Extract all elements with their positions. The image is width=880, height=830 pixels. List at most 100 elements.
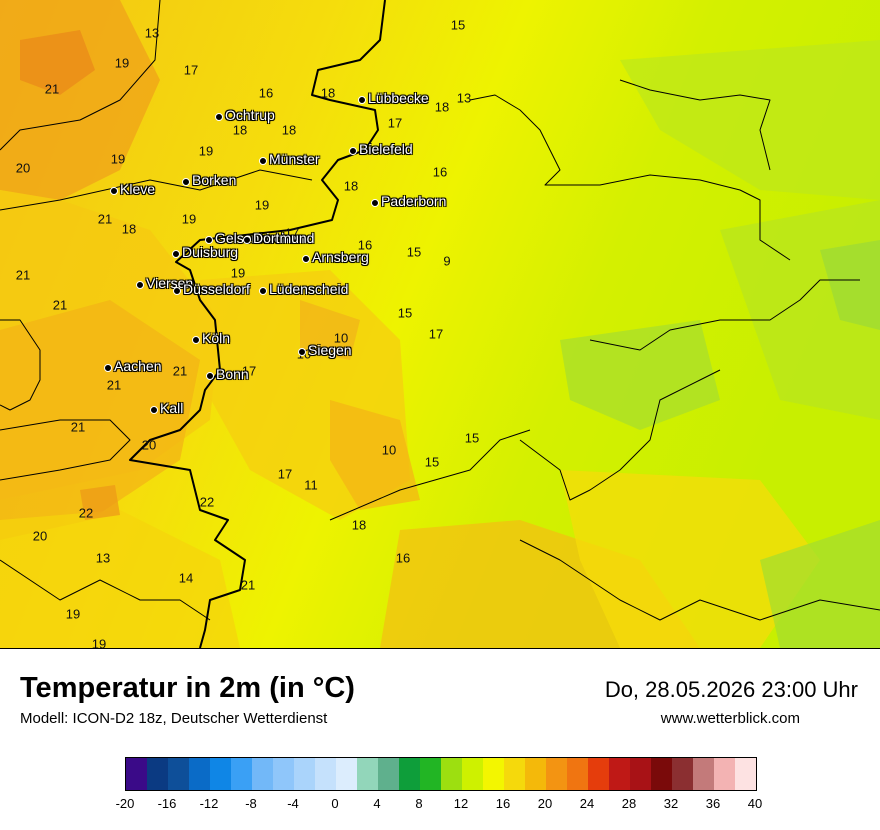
website-link[interactable]: www.wetterblick.com — [660, 710, 800, 727]
legend-swatch — [252, 758, 273, 790]
city-label: Duisburg — [182, 243, 239, 260]
legend-swatch — [210, 758, 231, 790]
temperature-region — [620, 40, 880, 200]
temperature-value: 21 — [240, 577, 256, 592]
city-label: Bonn — [216, 366, 249, 383]
city-label: Bielefeld — [359, 140, 413, 157]
state-border — [519, 369, 721, 501]
temperature-value: 18 — [232, 122, 248, 137]
city-label: Münster — [269, 151, 320, 167]
city-marker — [259, 157, 267, 165]
temperature-value: 20 — [141, 437, 157, 452]
temperature-value: 21 — [97, 211, 113, 227]
legend-tick: -4 — [287, 796, 299, 811]
legend-swatch — [273, 758, 294, 790]
legend-tick: 12 — [453, 796, 469, 811]
legend-swatch — [609, 758, 630, 790]
city-marker — [298, 347, 306, 356]
temperature-value: 15 — [450, 17, 466, 32]
city-label: Düsseldorf — [183, 280, 250, 297]
temperature-value: 18 — [351, 517, 367, 533]
legend-swatch — [693, 758, 714, 790]
legend-tick: 40 — [747, 796, 763, 811]
city-label: Köln — [202, 329, 231, 346]
city-marker — [173, 286, 181, 295]
temperature-value: 21 — [106, 377, 122, 393]
city-marker — [259, 286, 267, 295]
temperature-value: 20 — [32, 528, 48, 543]
city-label: Kall — [160, 399, 184, 416]
temperature-region — [20, 30, 95, 95]
city-marker — [358, 95, 366, 104]
city-marker — [192, 335, 200, 344]
temperature-value: 13 — [144, 25, 160, 41]
city-marker — [172, 249, 180, 258]
city-marker — [104, 363, 112, 372]
legend-tick: 0 — [331, 796, 339, 811]
temperature-value: 16 — [432, 164, 448, 179]
temperature-value: 13 — [95, 550, 111, 566]
temperature-value: 18 — [434, 99, 450, 115]
city-label: Gelsenkirchen — [215, 229, 305, 246]
legend-swatch — [147, 758, 168, 790]
city-label: Lüdenscheid — [269, 280, 349, 297]
temperature-value: 15 — [424, 454, 440, 470]
city-label: Arnsberg — [312, 249, 369, 265]
city-label: Siegen — [308, 341, 352, 358]
temperature-value: 19 — [114, 55, 130, 71]
state-border — [619, 79, 771, 171]
temperature-value: 22 — [199, 494, 215, 510]
legend-swatch — [336, 758, 357, 790]
temperature-value: 18 — [281, 122, 297, 137]
city-label: Borken — [192, 172, 237, 188]
temperature-region — [760, 520, 880, 648]
legend-swatch — [294, 758, 315, 790]
city-label: Viersen — [146, 275, 194, 292]
legend-swatch — [168, 758, 189, 790]
city-label: Dortmund — [253, 229, 315, 246]
temperature-region — [820, 240, 880, 330]
temperature-field — [0, 0, 880, 648]
city-marker — [206, 372, 214, 381]
legend-tick: 4 — [373, 796, 381, 811]
state-border — [0, 559, 211, 621]
legend-swatch — [735, 758, 756, 790]
legend-swatch — [588, 758, 609, 790]
temperature-value: 19 — [230, 265, 246, 281]
legend-tick: 20 — [537, 796, 553, 811]
legend-swatch — [672, 758, 693, 790]
legend-tick: 32 — [663, 796, 679, 811]
legend-swatch — [357, 758, 378, 790]
legend-swatch — [231, 758, 252, 790]
legend-swatch — [630, 758, 651, 790]
legend-tick: -16 — [157, 796, 177, 811]
temperature-value: 17 — [284, 225, 300, 241]
city-label: Aachen — [114, 357, 162, 374]
temperature-value: 21 — [44, 81, 60, 97]
state-border — [589, 279, 860, 351]
city-marker — [110, 186, 118, 195]
city-marker — [136, 281, 144, 290]
temperature-value: 16 — [357, 237, 373, 253]
legend-tick: 36 — [705, 796, 721, 811]
map-title: Temperatur in 2m (in °C) — [20, 672, 355, 704]
legend-swatch — [546, 758, 567, 790]
legend-swatch — [378, 758, 399, 790]
state-border — [0, 419, 131, 481]
legend-tick: 8 — [415, 796, 423, 811]
legend-tick: 24 — [579, 796, 595, 811]
temperature-value: 21 — [15, 267, 31, 283]
color-legend — [125, 757, 757, 791]
temperature-value: 17 — [241, 363, 257, 379]
temperature-value: 20 — [15, 160, 31, 176]
temperature-value: 21 — [172, 363, 188, 379]
temperature-region — [0, 510, 240, 648]
state-border — [0, 169, 313, 211]
temperature-value: 9 — [443, 253, 451, 269]
temperature-value: 17 — [277, 466, 293, 482]
temperature-value: 19 — [91, 636, 107, 649]
legend-swatch — [462, 758, 483, 790]
temperature-value: 17 — [428, 326, 444, 342]
legend-tick: 28 — [621, 796, 637, 811]
legend-swatch — [189, 758, 210, 790]
